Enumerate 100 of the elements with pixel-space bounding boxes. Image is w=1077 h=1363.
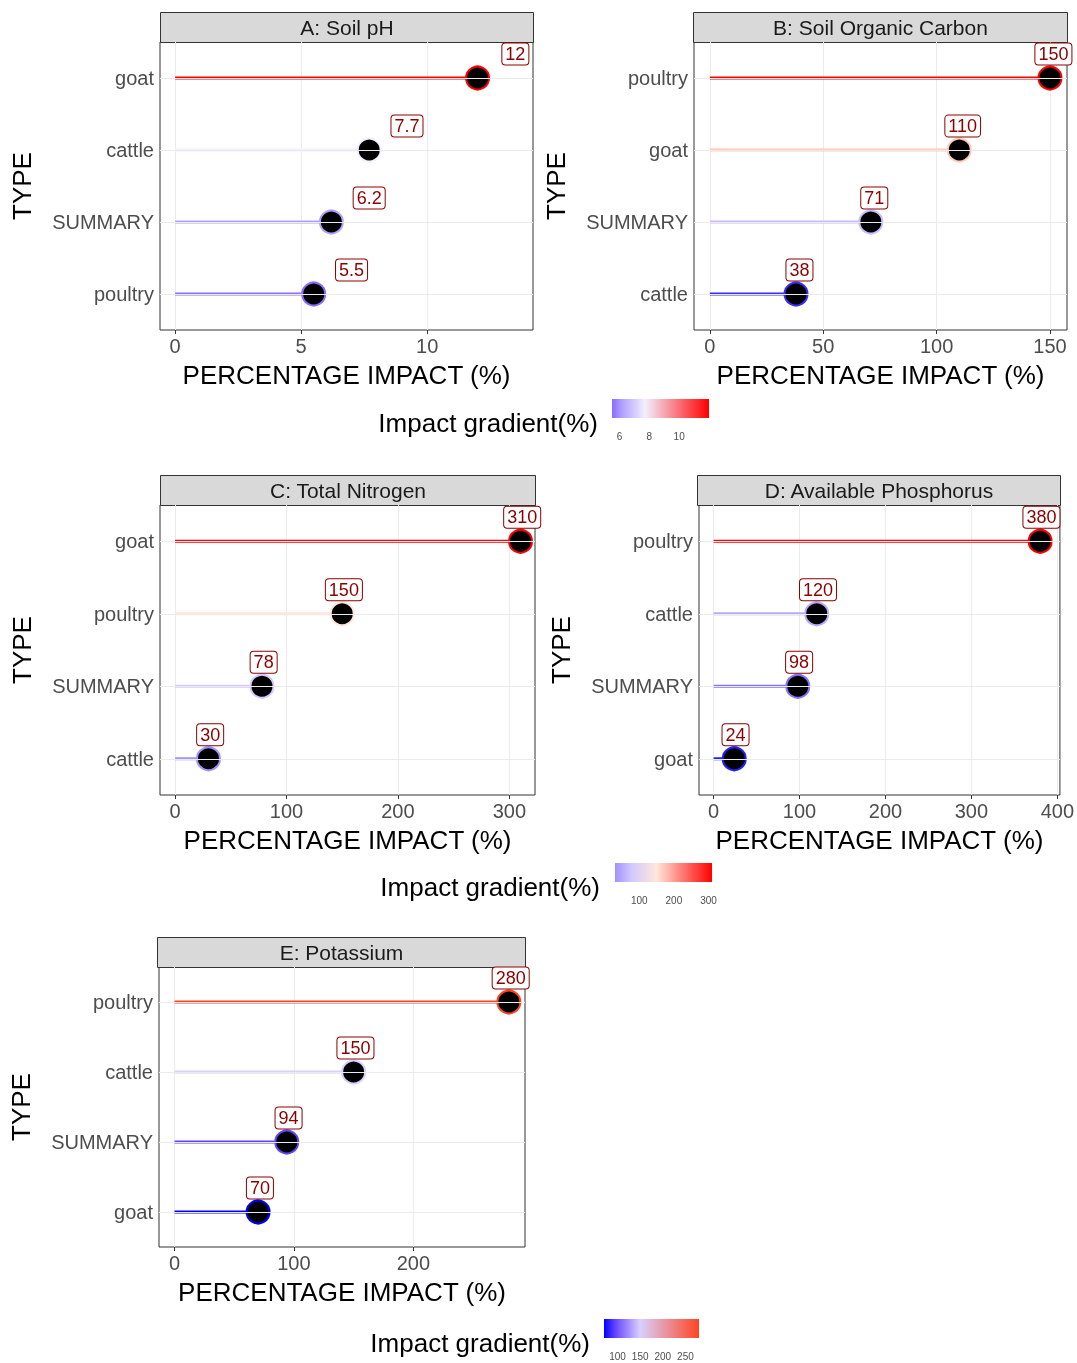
x-tick-label: 300	[954, 800, 989, 822]
x-tick-label: 5	[295, 335, 307, 357]
y-tick-label: goat	[114, 1201, 154, 1223]
x-tick-label: 150	[1033, 335, 1067, 357]
data-label: 120	[803, 579, 834, 600]
color-bar-title: Impact gradient(%)	[380, 871, 600, 903]
y-tick-label: cattle	[105, 1061, 153, 1083]
x-tick-label: 0	[704, 335, 716, 357]
y-tick-label: goat	[649, 139, 689, 161]
color-bar-label: 300	[699, 895, 718, 906]
point	[785, 673, 811, 699]
x-tick-label: 400	[1040, 800, 1075, 822]
y-tick-label: cattle	[106, 747, 154, 770]
color-bar-title: Impact gradient(%)	[378, 407, 598, 439]
chart-title: D: Available Phosphorus	[764, 479, 994, 502]
color-bar-label: 6	[615, 431, 624, 442]
point	[858, 209, 884, 235]
x-tick-label: 50	[812, 335, 835, 357]
data-label: 5.5	[339, 260, 365, 280]
data-label: 280	[495, 968, 526, 988]
data-label: 38	[789, 260, 810, 280]
data-label: 98	[789, 652, 810, 673]
y-tick-label: SUMMARY	[51, 1131, 153, 1153]
data-label: 380	[1026, 507, 1057, 528]
data-label: 150	[340, 1038, 371, 1058]
y-tick-label: goat	[115, 67, 155, 89]
y-tick-label: poultry	[627, 67, 688, 89]
point	[1037, 65, 1063, 91]
point	[301, 281, 327, 307]
x-tick-label: 100	[269, 800, 304, 822]
color-bar-label: 150	[631, 1351, 649, 1362]
point	[1027, 528, 1053, 554]
x-tick-label: 300	[492, 800, 527, 822]
chart-title: B: Soil Organic Carbon	[773, 16, 988, 39]
x-tick-label: 100	[919, 335, 954, 357]
data-label: 12	[505, 44, 526, 64]
y-tick-label: SUMMARY	[586, 211, 688, 233]
point	[341, 1059, 367, 1085]
data-label: 78	[253, 652, 274, 673]
x-axis-title: PERCENTAGE IMPACT (%)	[716, 360, 1045, 390]
x-tick-label: 0	[168, 1252, 181, 1274]
point	[721, 746, 747, 772]
color-bar-label: 250	[677, 1351, 694, 1362]
y-tick-label: goat	[654, 747, 694, 770]
x-tick-label: 100	[782, 800, 817, 822]
y-axis-title: TYPE	[546, 616, 576, 684]
point	[249, 673, 275, 699]
point	[196, 746, 221, 772]
color-bar-label: 100	[609, 1351, 626, 1362]
point	[274, 1129, 300, 1155]
y-axis-title: TYPE	[7, 152, 37, 220]
point	[946, 137, 972, 163]
x-axis-title: PERCENTAGE IMPACT (%)	[183, 825, 512, 855]
color-bar-label: 8	[645, 431, 654, 442]
y-tick-label: poultry	[92, 991, 153, 1013]
point	[245, 1199, 271, 1225]
y-tick-label: cattle	[640, 283, 688, 305]
x-tick-label: 0	[169, 335, 181, 357]
color-bar-label: 10	[672, 431, 686, 442]
point	[508, 528, 534, 554]
data-label: 30	[200, 724, 221, 745]
y-tick-label: SUMMARY	[52, 211, 154, 233]
data-label: 150	[328, 579, 359, 600]
y-tick-label: poultry	[632, 530, 693, 553]
point	[356, 137, 382, 163]
color-bar-label: 200	[664, 895, 684, 906]
y-tick-label: SUMMARY	[52, 675, 154, 698]
y-axis-title: TYPE	[6, 1073, 36, 1141]
y-tick-label: SUMMARY	[591, 675, 693, 698]
data-label: 310	[507, 507, 538, 528]
x-tick-label: 0	[169, 800, 181, 822]
y-tick-label: goat	[115, 530, 155, 553]
x-axis-title: PERCENTAGE IMPACT (%)	[182, 360, 511, 390]
data-label: 70	[249, 1178, 270, 1198]
data-label: 150	[1038, 44, 1069, 64]
chart-title: E: Potassium	[279, 941, 404, 964]
x-tick-label: 0	[708, 800, 720, 822]
y-axis-title: TYPE	[541, 152, 571, 220]
color-bar-title: Impact gradient(%)	[370, 1327, 590, 1359]
point	[804, 601, 830, 627]
y-tick-label: cattle	[645, 602, 693, 625]
point	[496, 989, 522, 1015]
y-tick-label: cattle	[106, 139, 154, 161]
color-bar-label: 200	[654, 1351, 672, 1362]
x-axis-title: PERCENTAGE IMPACT (%)	[178, 1277, 506, 1307]
point	[465, 65, 491, 91]
chart-title: C: Total Nitrogen	[269, 479, 427, 502]
chart-title: A: Soil pH	[300, 16, 394, 39]
data-label: 71	[864, 188, 885, 208]
x-tick-label: 200	[868, 800, 903, 822]
y-axis-title: TYPE	[7, 616, 37, 684]
point	[329, 601, 355, 627]
data-label: 7.7	[394, 116, 420, 136]
x-tick-label: 200	[396, 1252, 431, 1274]
y-tick-label: poultry	[93, 602, 154, 625]
data-label: 6.2	[356, 188, 382, 208]
point	[318, 209, 344, 235]
data-label: 110	[948, 116, 978, 136]
point	[783, 281, 809, 307]
y-tick-label: poultry	[93, 283, 154, 305]
